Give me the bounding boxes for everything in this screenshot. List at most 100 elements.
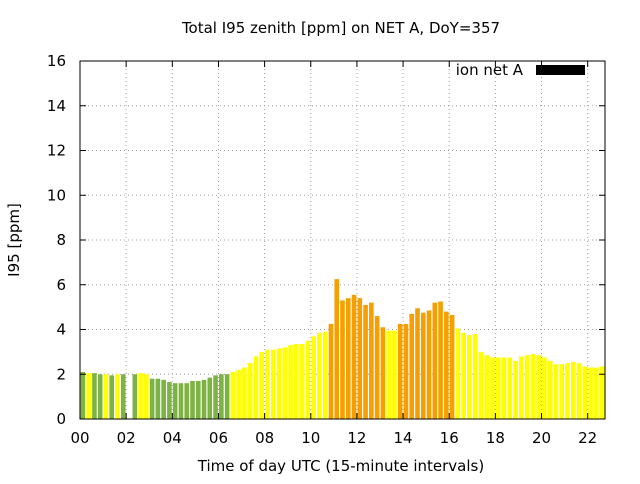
data-bar [570, 361, 576, 419]
data-bar [97, 374, 103, 419]
data-bar [444, 311, 449, 419]
data-bar [478, 351, 484, 419]
data-bar [161, 379, 166, 419]
data-bar [80, 372, 86, 419]
data-bar [322, 331, 328, 419]
data-bar [345, 298, 351, 419]
data-bar [420, 312, 426, 419]
x-tick-label: 00 [70, 429, 89, 447]
y-tick-label: 0 [56, 410, 66, 428]
data-bar [120, 374, 126, 419]
data-bar [403, 323, 409, 419]
data-bar [599, 366, 605, 419]
x-tick-label: 02 [117, 429, 136, 447]
data-bar [276, 348, 282, 419]
data-bar [542, 357, 547, 419]
data-bar [219, 374, 224, 419]
legend-label: ion net A [456, 61, 524, 79]
chart-title: Total I95 zenith [ppm] on NET A, DoY=357 [181, 19, 500, 37]
data-bar [380, 327, 386, 419]
x-tick-label: 10 [301, 429, 320, 447]
x-tick-label: 22 [578, 429, 597, 447]
data-bar [224, 374, 230, 419]
data-bar [397, 323, 403, 419]
data-bar [265, 349, 270, 419]
data-bar [86, 373, 91, 419]
data-bar [328, 323, 334, 419]
data-bar [242, 367, 247, 419]
data-bar [144, 374, 149, 419]
data-bar [132, 374, 138, 419]
data-bar [501, 357, 507, 419]
data-bar [334, 279, 340, 419]
data-bar [270, 349, 276, 419]
y-tick-label: 6 [56, 276, 66, 294]
data-bar [184, 383, 190, 419]
data-bar [115, 374, 120, 419]
data-bar [415, 308, 420, 419]
data-bar [513, 360, 518, 419]
data-bar [553, 364, 559, 419]
data-bar [467, 335, 472, 419]
y-axis-label: I95 [ppm] [5, 203, 23, 277]
data-bar [178, 383, 184, 419]
y-tick-label: 4 [56, 321, 66, 339]
legend-swatch [536, 65, 585, 75]
data-bar [317, 332, 322, 419]
data-bar [207, 377, 213, 419]
y-tick-label: 14 [47, 97, 66, 115]
data-bar [311, 336, 316, 419]
data-bar [547, 360, 553, 419]
data-bar [288, 345, 293, 419]
data-bar [490, 357, 495, 419]
data-bar [426, 310, 432, 419]
data-bar [461, 332, 466, 419]
data-bar [247, 363, 253, 419]
data-bar [582, 366, 588, 419]
legend: ion net A [456, 61, 585, 79]
data-bar [386, 330, 391, 419]
data-bar [524, 355, 530, 419]
data-bar [340, 300, 345, 419]
data-bar [282, 347, 288, 419]
data-bar [536, 355, 541, 419]
data-bar [201, 379, 207, 419]
data-bar [374, 316, 380, 419]
data-bar [167, 382, 172, 419]
data-bar [449, 314, 455, 419]
data-bar [409, 313, 415, 419]
data-bar [149, 378, 155, 419]
data-bar [109, 375, 115, 419]
data-bar [236, 369, 241, 419]
data-bar [230, 372, 236, 419]
data-bar [495, 357, 501, 419]
data-bar [594, 367, 599, 419]
x-tick-label: 20 [532, 429, 551, 447]
y-tick-label: 12 [47, 142, 66, 160]
y-tick-label: 10 [47, 186, 66, 204]
data-bar [455, 328, 461, 419]
y-tick-label: 2 [56, 365, 66, 383]
x-tick-label: 16 [440, 429, 459, 447]
data-bar [392, 330, 397, 419]
data-bar [103, 374, 109, 419]
x-tick-label: 04 [163, 429, 182, 447]
data-bar [92, 373, 97, 419]
data-bar [172, 383, 178, 419]
data-bar [576, 363, 582, 419]
y-tick-label: 8 [56, 231, 66, 249]
x-tick-label: 14 [394, 429, 413, 447]
data-bar [305, 340, 311, 419]
x-tick-label: 18 [486, 429, 505, 447]
data-bar [357, 298, 363, 419]
data-bar [530, 354, 536, 419]
data-bar [588, 367, 593, 419]
data-bar [484, 355, 490, 419]
data-bar [559, 364, 565, 419]
data-bar [351, 294, 357, 419]
y-tick-label: 16 [47, 52, 66, 70]
data-bar [190, 380, 195, 419]
